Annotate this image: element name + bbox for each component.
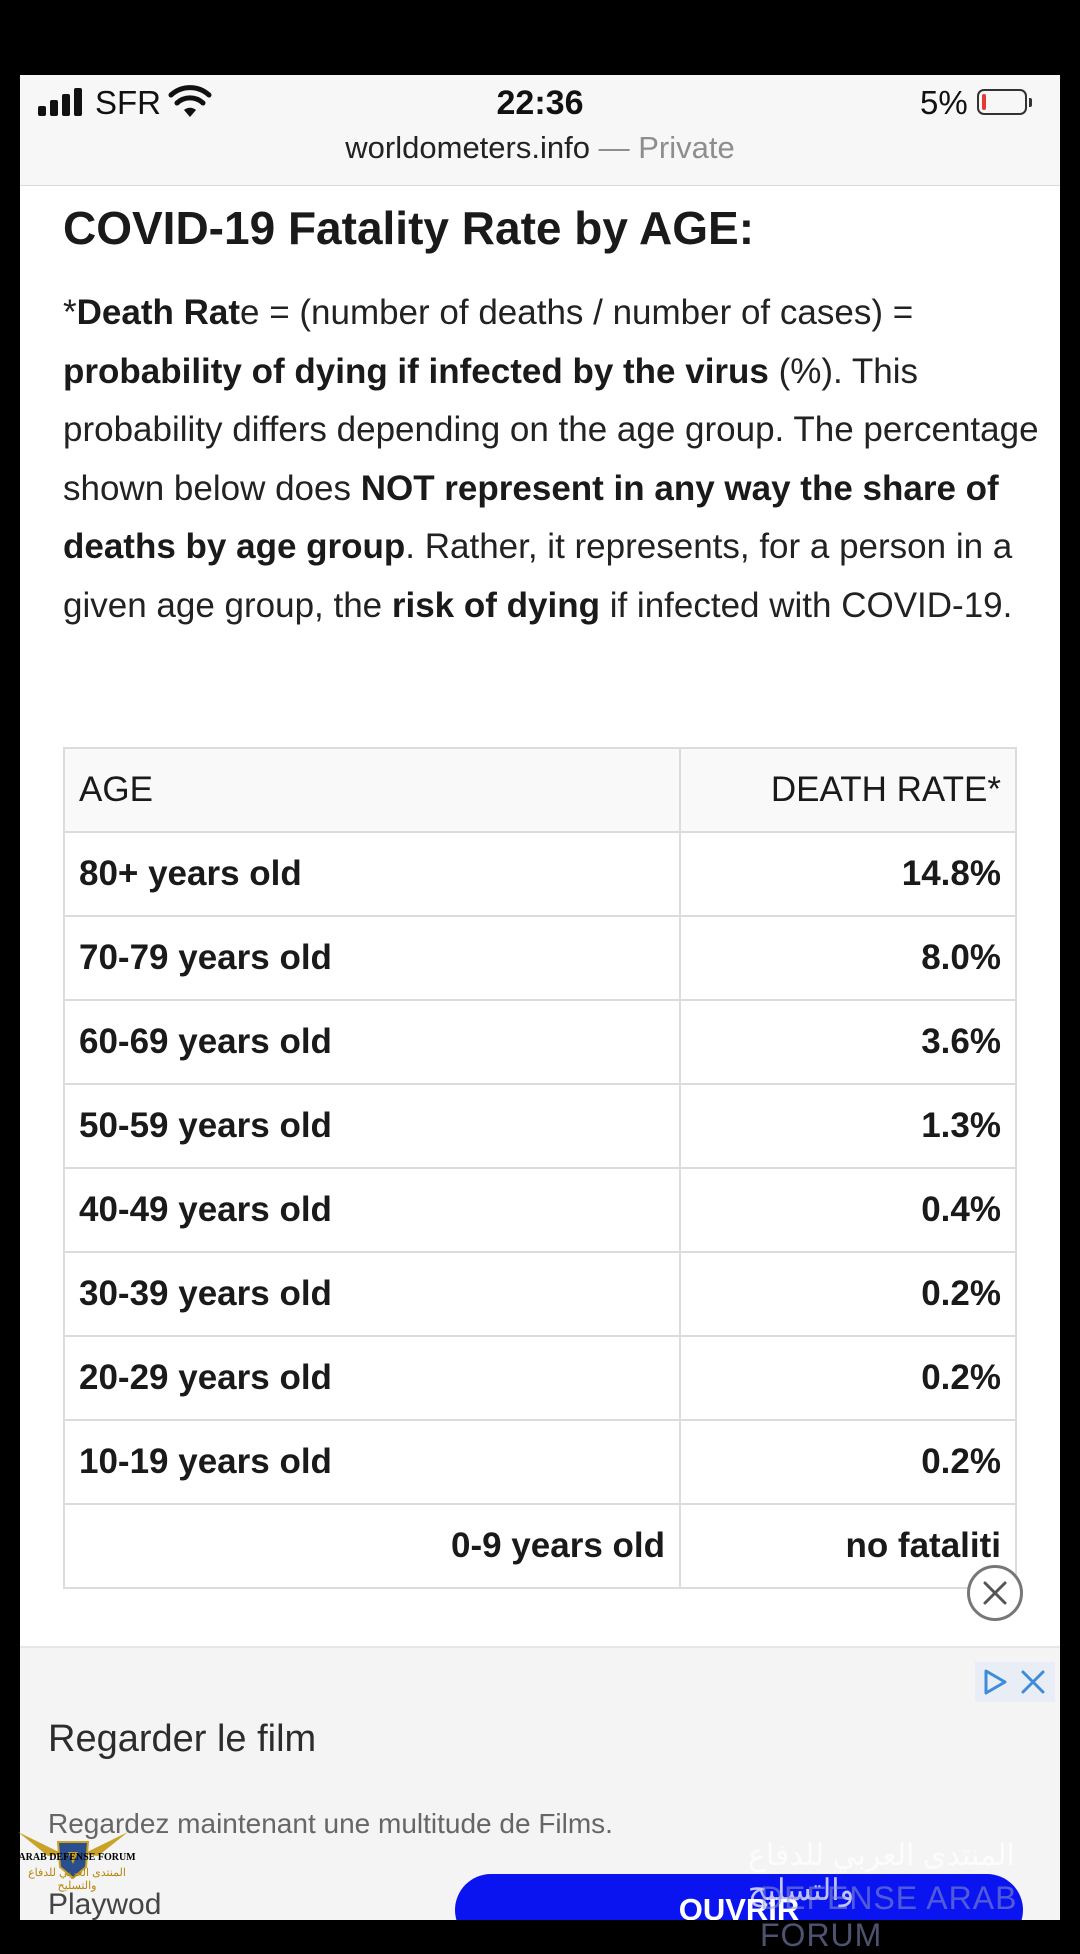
table-row: 50-59 years old 1.3%: [63, 1083, 1017, 1169]
watermark-arabic-small: المنتدى العربي للدفاع والتسليح: [28, 1867, 126, 1892]
battery-icon: [977, 89, 1032, 115]
phone-screen: SFR 22:36 5% worldometers.info — Private…: [20, 75, 1060, 1920]
age-group-cell: 10-19 years old: [63, 1419, 681, 1505]
close-circle-icon: [983, 1581, 1007, 1605]
watermark-arabic: المنتدى العربي للدفاع والتسليح: [748, 1839, 1015, 1907]
age-group-cell: 0-9 years old: [63, 1503, 681, 1589]
url-bar[interactable]: worldometers.info — Private: [20, 130, 1060, 166]
signal-icon: [38, 88, 86, 116]
private-label: Private: [638, 130, 735, 165]
age-group-cell: 50-59 years old: [63, 1083, 681, 1169]
clock: 22:36: [496, 84, 584, 122]
adchoices-close-icon[interactable]: [1019, 1668, 1047, 1696]
ad-title[interactable]: Regarder le film: [48, 1718, 317, 1760]
battery-percent: 5%: [920, 84, 968, 121]
watermark-english-small: ARAB DEFENSE FORUM: [18, 1852, 136, 1863]
death-rate-cell: 0.2%: [679, 1335, 1017, 1421]
table-header-row: AGE DEATH RATE*: [63, 747, 1017, 833]
adchoices-badge[interactable]: [975, 1662, 1055, 1702]
death-rate-cell: 0.4%: [679, 1167, 1017, 1253]
ad-dismiss-button[interactable]: [967, 1565, 1023, 1621]
death-rate-cell: 3.6%: [679, 999, 1017, 1085]
table-row: 30-39 years old 0.2%: [63, 1251, 1017, 1337]
age-group-cell: 30-39 years old: [63, 1251, 681, 1337]
open-button[interactable]: OUVRIR: [455, 1874, 1023, 1920]
description-paragraph: *Death Rate = (number of deaths / number…: [63, 293, 1039, 625]
age-group-cell: 70-79 years old: [63, 915, 681, 1001]
ad-banner[interactable]: Regarder le film Regardez maintenant une…: [20, 1646, 1060, 1920]
age-group-cell: 80+ years old: [63, 831, 681, 917]
death-rate-cell: no fataliti: [679, 1503, 1017, 1589]
wifi-icon: [168, 85, 212, 117]
age-group-cell: 40-49 years old: [63, 1167, 681, 1253]
death-rate-cell: 1.3%: [679, 1083, 1017, 1169]
table-row: 0-9 years old no fataliti: [63, 1503, 1017, 1589]
age-group-cell: 20-29 years old: [63, 1335, 681, 1421]
age-group-cell: 60-69 years old: [63, 999, 681, 1085]
death-rate-cell: 0.2%: [679, 1251, 1017, 1337]
forum-logo: [18, 1832, 128, 1880]
death-rate-cell: 8.0%: [679, 915, 1017, 1001]
table-row: 40-49 years old 0.4%: [63, 1167, 1017, 1253]
death-rate-cell: 14.8%: [679, 831, 1017, 917]
death-rate-column-header: DEATH RATE*: [679, 747, 1017, 833]
page-title: COVID-19 Fatality Rate by AGE:: [63, 202, 755, 254]
table-row: 20-29 years old 0.2%: [63, 1335, 1017, 1421]
table-row: 70-79 years old 8.0%: [63, 915, 1017, 1001]
url-domain: worldometers.info: [345, 130, 590, 165]
url-separator: —: [598, 130, 630, 165]
table-row: 80+ years old 14.8%: [63, 831, 1017, 917]
death-rate-cell: 0.2%: [679, 1419, 1017, 1505]
carrier-name: SFR: [95, 84, 161, 121]
table-row: 10-19 years old 0.2%: [63, 1419, 1017, 1505]
advertiser-name: Playwod: [48, 1888, 162, 1920]
age-column-header: AGE: [63, 747, 681, 833]
ad-description: Regardez maintenant une multitude de Fil…: [48, 1808, 613, 1839]
adchoices-play-icon: [984, 1669, 1007, 1695]
watermark-english: DEFENSE ARAB FORUM: [760, 1880, 1018, 1953]
death-rate-table: AGE DEATH RATE* 80+ years old 14.8% 70-79…: [63, 747, 1017, 1589]
table-row: 60-69 years old 3.6%: [63, 999, 1017, 1085]
status-bar: SFR 22:36 5% worldometers.info — Private: [20, 75, 1060, 186]
